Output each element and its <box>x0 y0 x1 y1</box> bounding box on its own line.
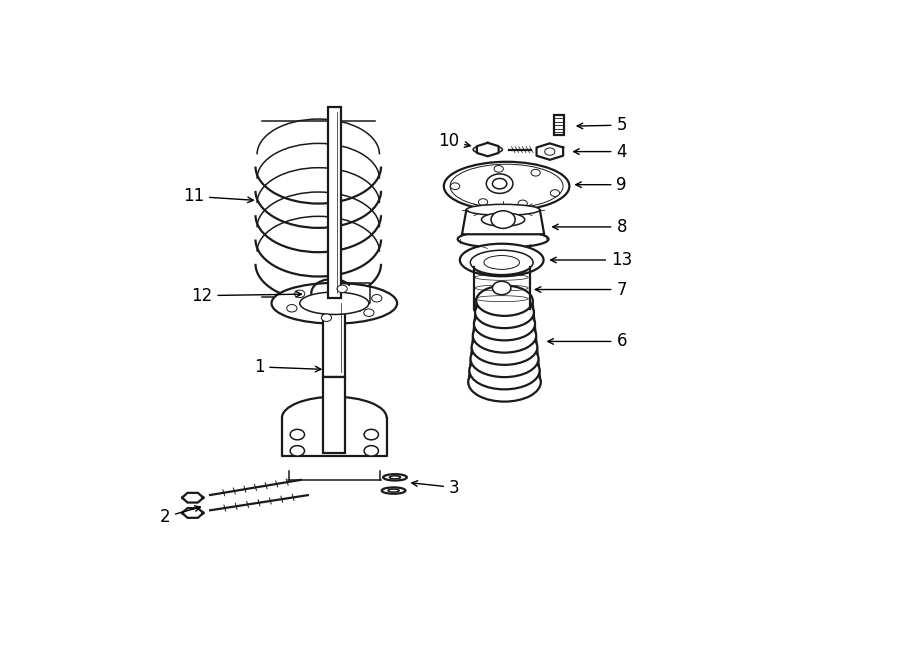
Ellipse shape <box>382 487 406 494</box>
Ellipse shape <box>182 510 204 516</box>
Circle shape <box>518 200 527 207</box>
Circle shape <box>491 211 515 229</box>
Ellipse shape <box>471 251 533 275</box>
Ellipse shape <box>182 494 204 500</box>
Text: 8: 8 <box>553 218 627 236</box>
Circle shape <box>550 190 560 196</box>
Ellipse shape <box>472 330 537 365</box>
Ellipse shape <box>458 231 548 248</box>
Ellipse shape <box>472 319 536 352</box>
Text: 4: 4 <box>573 143 627 161</box>
Circle shape <box>372 295 382 302</box>
Ellipse shape <box>388 489 400 492</box>
Ellipse shape <box>475 297 534 328</box>
Text: 7: 7 <box>536 280 627 299</box>
Circle shape <box>544 148 555 155</box>
Circle shape <box>290 446 304 456</box>
Ellipse shape <box>473 145 502 153</box>
Text: 1: 1 <box>254 358 321 376</box>
Ellipse shape <box>272 283 397 324</box>
Polygon shape <box>477 143 499 156</box>
Ellipse shape <box>390 476 400 479</box>
Circle shape <box>290 430 304 440</box>
Ellipse shape <box>482 213 525 226</box>
Polygon shape <box>182 493 203 502</box>
FancyBboxPatch shape <box>328 107 340 298</box>
Polygon shape <box>462 210 544 234</box>
FancyBboxPatch shape <box>554 115 564 136</box>
Circle shape <box>337 285 347 293</box>
Ellipse shape <box>476 286 533 316</box>
Ellipse shape <box>383 474 407 481</box>
FancyBboxPatch shape <box>323 377 346 453</box>
Text: 6: 6 <box>548 332 627 350</box>
Text: 2: 2 <box>159 506 201 526</box>
Circle shape <box>492 282 511 295</box>
Circle shape <box>486 174 513 194</box>
Circle shape <box>294 290 305 297</box>
Circle shape <box>321 314 331 321</box>
Text: 10: 10 <box>438 132 471 151</box>
Ellipse shape <box>444 162 570 211</box>
Circle shape <box>479 199 488 206</box>
FancyBboxPatch shape <box>323 298 346 377</box>
Ellipse shape <box>474 307 536 340</box>
Ellipse shape <box>468 363 541 402</box>
Polygon shape <box>182 508 203 518</box>
Ellipse shape <box>466 204 540 215</box>
Circle shape <box>364 430 378 440</box>
Text: 11: 11 <box>183 187 253 206</box>
Ellipse shape <box>450 164 563 208</box>
Ellipse shape <box>484 256 519 270</box>
Circle shape <box>287 305 297 312</box>
Text: 12: 12 <box>191 287 302 305</box>
Ellipse shape <box>473 300 529 319</box>
Ellipse shape <box>470 352 540 389</box>
Circle shape <box>364 446 378 456</box>
Text: 13: 13 <box>551 251 633 269</box>
Text: 3: 3 <box>412 479 460 496</box>
Circle shape <box>494 165 503 173</box>
Circle shape <box>492 178 507 189</box>
Polygon shape <box>536 143 563 160</box>
Ellipse shape <box>460 244 544 276</box>
Circle shape <box>531 169 540 176</box>
Circle shape <box>364 309 374 317</box>
Ellipse shape <box>471 340 538 377</box>
Text: 9: 9 <box>576 176 627 194</box>
Ellipse shape <box>300 292 369 315</box>
Circle shape <box>451 183 460 190</box>
Ellipse shape <box>473 258 529 276</box>
Text: 5: 5 <box>577 116 627 134</box>
